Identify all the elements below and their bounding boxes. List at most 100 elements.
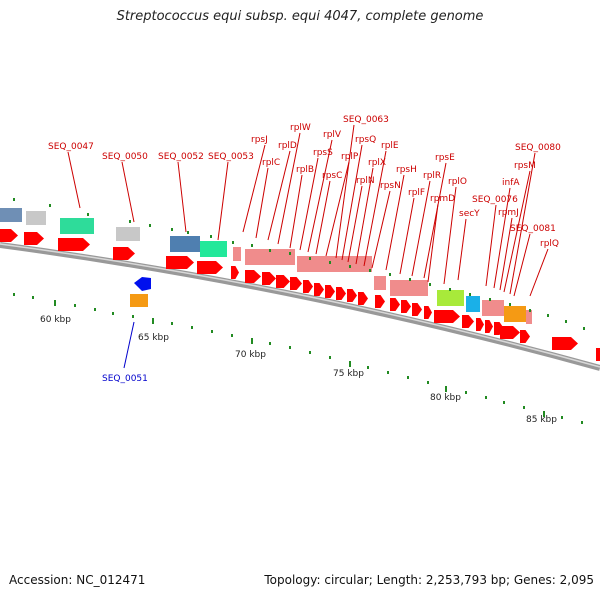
cds-arrow[interactable] (0, 229, 18, 242)
gene-label[interactable]: rpsN (380, 181, 401, 191)
cds-arrow[interactable] (520, 330, 530, 343)
gene-label[interactable]: SEQ_0050 (102, 152, 148, 162)
cds-arrow[interactable] (262, 272, 276, 285)
gene-label[interactable]: SEQ_0052 (158, 152, 204, 162)
gene-label[interactable]: rpsM (514, 161, 536, 171)
cds-arrow[interactable] (325, 285, 335, 298)
gene-label-callout (423, 162, 447, 279)
cds-arrow[interactable] (462, 315, 474, 328)
cds-arrow[interactable] (552, 337, 578, 350)
gene-label[interactable]: rpmD (430, 194, 455, 204)
gene-label-callout (347, 185, 363, 263)
gene-label[interactable]: rpsH (396, 165, 417, 175)
cds-arrow[interactable] (290, 277, 302, 290)
gene-label[interactable]: rplB (296, 165, 314, 175)
gene-label[interactable]: rpsS (313, 148, 333, 158)
cds-arrow[interactable] (245, 270, 261, 283)
scale-label: 60 kbp (40, 315, 71, 325)
gene-label[interactable]: SEQ_0063 (343, 115, 389, 125)
gene-label[interactable]: rplX (368, 158, 386, 168)
gene-label-callout (411, 180, 431, 277)
gene-label[interactable]: SEQ_0080 (515, 143, 561, 153)
gene-label-callout (177, 161, 187, 233)
gene-label[interactable]: SEQ_0053 (208, 152, 254, 162)
map-title: Streptococcus equi subsp. equi 4047, com… (116, 9, 484, 24)
genome-summary-text: Topology: circular; Length: 2,253,793 bp… (264, 573, 594, 587)
reverse-feature-blue[interactable] (134, 277, 151, 291)
gene-label[interactable]: rplO (448, 177, 467, 187)
gene-label[interactable]: rpsC (322, 171, 342, 181)
cds-arrow[interactable] (596, 348, 600, 361)
gene-label[interactable]: rplC (262, 158, 280, 168)
gene-label-callout (509, 152, 536, 295)
cds-arrow[interactable] (390, 298, 400, 311)
feature-block-lime[interactable] (437, 290, 464, 306)
gene-label-reverse[interactable]: SEQ_0051 (102, 374, 148, 384)
reverse-feature-orange[interactable] (130, 294, 148, 307)
cds-arrow[interactable] (412, 303, 422, 316)
gene-label-callout (267, 150, 291, 241)
gene-label-callout (363, 150, 387, 267)
gene-label[interactable]: infA (502, 178, 520, 188)
gene-labels: SEQ_0047 SEQ_0050 SEQ_0052 SEQ_0053 rpsJ rplC… (48, 115, 561, 384)
gene-label[interactable]: rpsE (435, 153, 455, 163)
gene-label-callout (341, 144, 363, 261)
cds-arrow[interactable] (424, 306, 432, 319)
gene-label[interactable]: rplD (278, 141, 297, 151)
feature-block-cyan[interactable] (466, 296, 480, 312)
gene-label-callout (255, 167, 269, 239)
cds-arrow[interactable] (276, 275, 290, 288)
gene-label[interactable]: rplW (290, 123, 311, 133)
cds-arrow[interactable] (500, 326, 520, 339)
gene-label[interactable]: rplN (356, 176, 375, 186)
gene-label-callout (217, 161, 229, 241)
gene-label[interactable]: rpsJ (251, 135, 268, 145)
cds-arrow[interactable] (58, 238, 90, 251)
feature-block-gray-2[interactable] (116, 227, 140, 241)
gene-label[interactable]: rplQ (540, 239, 559, 249)
gene-label[interactable]: rpsQ (355, 135, 376, 145)
feature-block-green-1[interactable] (60, 218, 94, 234)
cds-arrow[interactable] (314, 283, 324, 296)
scale-label: 85 kbp (526, 415, 557, 425)
cds-arrow[interactable] (336, 287, 346, 300)
cds-arrow[interactable] (166, 256, 194, 269)
cds-arrow[interactable] (375, 295, 385, 308)
gene-label[interactable]: SEQ_0047 (48, 142, 94, 152)
gene-label-callout (513, 233, 531, 297)
gene-label[interactable]: rplV (323, 130, 342, 140)
gene-label[interactable]: rpmJ (498, 208, 519, 218)
gene-label[interactable]: rplR (423, 171, 441, 181)
feature-block-orange-2[interactable] (504, 306, 526, 322)
cds-arrow[interactable] (24, 232, 44, 245)
cds-arrow[interactable] (476, 318, 484, 331)
feature-block-blue-1[interactable] (0, 208, 22, 222)
cds-arrow[interactable] (485, 320, 493, 333)
gene-label-callout (427, 203, 439, 283)
accession-text: Accession: NC_012471 (9, 573, 146, 587)
gene-label[interactable]: secY (459, 209, 480, 219)
cds-arrow[interactable] (197, 261, 223, 274)
cds-arrow[interactable] (401, 300, 411, 313)
gene-label-callout (325, 161, 350, 257)
genome-backbone (0, 242, 600, 371)
cds-arrow[interactable] (358, 292, 368, 305)
cds-arrow[interactable] (347, 289, 357, 302)
gene-label[interactable]: SEQ_0081 (510, 224, 556, 234)
cds-arrow[interactable] (434, 310, 460, 323)
gene-label[interactable]: rplE (381, 141, 399, 151)
feature-block-green-2[interactable] (200, 241, 227, 257)
cds-arrow[interactable] (303, 280, 313, 293)
gene-label-callout (503, 170, 531, 293)
feature-block-blue-2[interactable] (170, 236, 200, 252)
scale-labels: 60 kbp 65 kbp 70 kbp 75 kbp 80 kbp 85 kbp (40, 315, 557, 425)
gene-label-callout (355, 167, 374, 265)
gene-label[interactable]: SEQ_0076 (472, 195, 518, 205)
gene-label-callout (121, 161, 135, 223)
cds-arrow[interactable] (113, 247, 135, 260)
feature-block-gray-1[interactable] (26, 211, 46, 225)
gene-label-callout (485, 204, 497, 287)
cds-arrow[interactable] (231, 266, 239, 279)
gene-label[interactable]: rplF (408, 188, 425, 198)
